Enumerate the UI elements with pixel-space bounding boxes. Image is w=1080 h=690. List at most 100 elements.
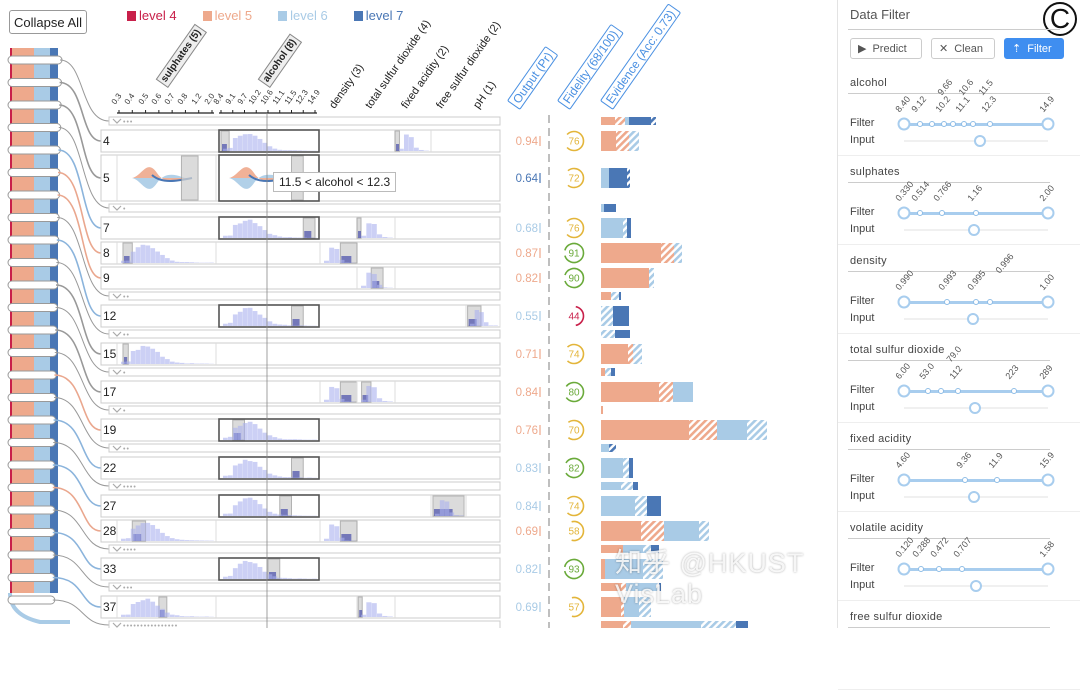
input-value-handle[interactable] xyxy=(968,491,980,503)
collapsed-row[interactable] xyxy=(109,117,500,125)
filter-range-track[interactable] xyxy=(904,479,1048,482)
split-point[interactable] xyxy=(917,121,923,127)
filter-range-track[interactable] xyxy=(904,568,1048,571)
collapsed-row[interactable] xyxy=(109,545,500,553)
legend-level-4[interactable]: level 4 xyxy=(127,8,177,23)
rule-row-box[interactable] xyxy=(101,267,500,289)
split-point[interactable] xyxy=(973,210,979,216)
output-probability: 0.71 xyxy=(516,349,538,361)
collapsed-row[interactable] xyxy=(109,204,500,212)
range-handle[interactable] xyxy=(1042,296,1055,309)
collapsed-row[interactable] xyxy=(109,368,500,376)
collapsed-rule-group[interactable]: ••• xyxy=(109,583,500,592)
collapsed-row[interactable] xyxy=(109,482,500,490)
legend-label: level 4 xyxy=(139,8,177,23)
collapsed-rule-group[interactable]: •••••••••••••••• xyxy=(109,621,500,628)
legend-level-7[interactable]: level 7 xyxy=(354,8,404,23)
input-value-handle[interactable] xyxy=(974,135,986,147)
filter-button[interactable]: ⇡Filter xyxy=(1004,38,1064,59)
histogram-bar xyxy=(126,615,131,617)
split-point[interactable] xyxy=(973,299,979,305)
split-point[interactable] xyxy=(941,121,947,127)
histogram-bar xyxy=(126,538,131,541)
split-point[interactable] xyxy=(987,299,993,305)
level-4-swatch xyxy=(127,11,136,21)
split-point[interactable] xyxy=(938,388,944,394)
histogram-bar xyxy=(180,540,185,541)
range-handle[interactable] xyxy=(1042,474,1055,487)
collapse-all-button[interactable]: Collapse All xyxy=(9,10,87,34)
input-value-handle[interactable] xyxy=(969,402,981,414)
range-handle[interactable] xyxy=(898,207,911,220)
rule-row-box[interactable] xyxy=(101,558,500,580)
split-point[interactable] xyxy=(959,566,965,572)
collapsed-rule-group[interactable]: •• xyxy=(109,444,500,453)
input-value-handle[interactable] xyxy=(968,224,980,236)
collapsed-rule-group[interactable]: ••• xyxy=(109,117,500,126)
collapsed-rule-group[interactable]: •••• xyxy=(109,482,500,491)
collapsed-row[interactable] xyxy=(109,330,500,338)
histogram-bar xyxy=(445,502,450,516)
split-point[interactable] xyxy=(994,477,1000,483)
range-handle[interactable] xyxy=(1042,207,1055,220)
collapsed-row[interactable] xyxy=(109,406,500,414)
predict-button[interactable]: ▶Predict xyxy=(850,38,922,59)
clean-button[interactable]: ✕Clean xyxy=(931,38,995,59)
split-point[interactable] xyxy=(917,210,923,216)
range-handle[interactable] xyxy=(898,474,911,487)
input-value-handle[interactable] xyxy=(970,580,982,592)
collapsed-rule-group[interactable]: • xyxy=(109,406,500,415)
rule-row-box[interactable] xyxy=(101,419,500,441)
evidence-bar-level-5 xyxy=(628,344,633,364)
split-point[interactable] xyxy=(944,299,950,305)
condition-range-sulphates[interactable] xyxy=(181,156,198,200)
range-handle[interactable] xyxy=(1042,385,1055,398)
close-icon: ✕ xyxy=(939,42,948,55)
output-probability: 0.83 xyxy=(516,463,538,475)
collapsed-rule-group[interactable]: • xyxy=(109,204,500,213)
rule-row-box[interactable] xyxy=(101,381,500,403)
collapsed-row[interactable] xyxy=(109,583,500,591)
collapsed-rule-group[interactable]: • xyxy=(109,368,500,377)
collapsed-rule-group[interactable]: •••• xyxy=(109,545,500,554)
split-point[interactable] xyxy=(970,121,976,127)
legend-level-6[interactable]: level 6 xyxy=(278,8,328,23)
collapsed-rule-group[interactable]: •• xyxy=(109,330,500,339)
split-point[interactable] xyxy=(929,121,935,127)
split-point[interactable] xyxy=(939,210,945,216)
range-handle[interactable] xyxy=(898,385,911,398)
input-value-handle[interactable] xyxy=(967,313,979,325)
range-handle[interactable] xyxy=(898,296,911,309)
histogram-bar xyxy=(258,226,263,238)
range-handle[interactable] xyxy=(1042,563,1055,576)
histogram-bar xyxy=(238,501,243,516)
collapsed-rule-group[interactable]: •• xyxy=(109,292,500,301)
filter-range-track[interactable] xyxy=(904,123,1048,126)
range-handle[interactable] xyxy=(898,118,911,131)
split-point[interactable] xyxy=(987,121,993,127)
range-handle[interactable] xyxy=(1042,118,1055,131)
split-point[interactable] xyxy=(961,121,967,127)
collapsed-row[interactable] xyxy=(109,292,500,300)
split-point[interactable] xyxy=(1011,388,1017,394)
rule-row-box[interactable] xyxy=(101,217,500,239)
range-handle[interactable] xyxy=(898,563,911,576)
histogram-bar xyxy=(150,602,155,617)
split-point[interactable] xyxy=(962,477,968,483)
split-point[interactable] xyxy=(936,566,942,572)
split-point[interactable] xyxy=(950,121,956,127)
rule-row-box[interactable] xyxy=(101,130,500,152)
collapsed-row[interactable] xyxy=(109,444,500,452)
split-point[interactable] xyxy=(925,388,931,394)
split-point[interactable] xyxy=(918,566,924,572)
split-point[interactable] xyxy=(955,388,961,394)
legend-level-5[interactable]: level 5 xyxy=(203,8,253,23)
